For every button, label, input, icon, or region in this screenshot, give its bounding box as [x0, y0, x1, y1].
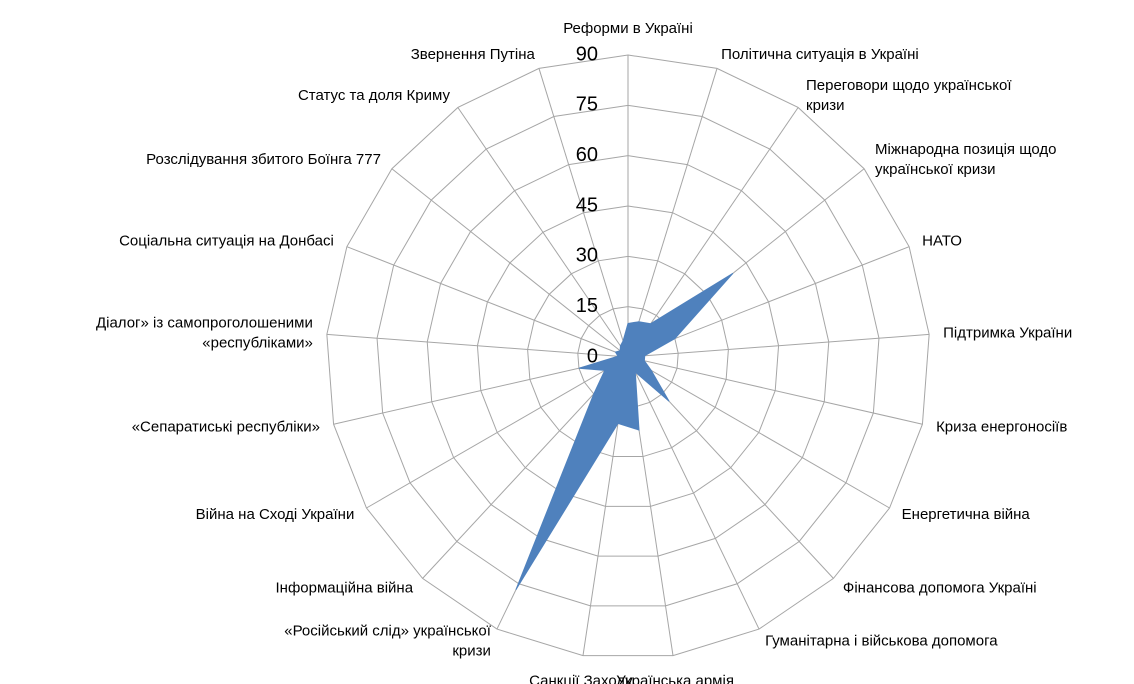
category-label: «Російський слід» української кризи	[284, 623, 491, 660]
tick-label: 75	[576, 94, 598, 116]
category-label: Підтримка України	[943, 324, 1072, 341]
spoke	[326, 333, 629, 358]
category-label: Політична ситуація в Україні	[721, 46, 919, 63]
data-area	[515, 272, 734, 591]
category-label: Енергетична війна	[902, 506, 1031, 523]
tick-label: 60	[576, 144, 598, 166]
category-label: Звернення Путіна	[411, 46, 536, 63]
category-label: Реформи в Україні	[563, 20, 693, 37]
tick-label: 45	[576, 194, 598, 216]
spoke	[457, 107, 629, 358]
grid-ring	[376, 104, 880, 607]
category-label: Діалог» із самопроголошеними «республікам…	[96, 314, 313, 351]
spoke	[538, 68, 629, 358]
grid-ring	[426, 155, 830, 557]
tick-label: 15	[576, 295, 598, 317]
spoke	[346, 246, 629, 358]
tick-label: 30	[576, 245, 598, 267]
grid-ring	[326, 54, 930, 657]
category-label: Санкції Заходу	[529, 672, 633, 684]
spoke	[627, 107, 799, 358]
tick-label: 0	[587, 345, 598, 367]
category-label: НАТО	[922, 233, 962, 250]
spoke	[627, 356, 760, 630]
spoke	[627, 68, 718, 358]
spoke	[627, 333, 930, 358]
category-label: «Сепаратиські республіки»	[132, 418, 320, 435]
spoke	[366, 356, 629, 509]
category-label: Міжнародна позиція щодо української кризи	[875, 141, 1056, 178]
category-label: Гуманітарна і військова допомога	[765, 633, 998, 650]
grid-ring	[476, 205, 780, 507]
spoke	[391, 168, 629, 358]
category-label: Інформаційна війна	[276, 580, 414, 597]
category-label: Статус та доля Криму	[298, 87, 451, 104]
category-label: Переговори щодо української кризи	[806, 77, 1012, 114]
spoke	[627, 356, 890, 509]
spoke	[627, 356, 923, 425]
category-label: Розслідування збитого Боїнга 777	[146, 151, 381, 168]
category-label: Війна на Сході України	[196, 506, 355, 523]
grid-ring	[527, 255, 729, 458]
category-label: Соціальна ситуація на Донбасі	[119, 233, 334, 250]
category-label: Криза енергоносіїв	[936, 418, 1067, 435]
tick-label: 90	[576, 43, 598, 65]
category-label: Українська армія	[616, 672, 734, 684]
category-label: Фінансова допомога Україні	[843, 580, 1037, 597]
